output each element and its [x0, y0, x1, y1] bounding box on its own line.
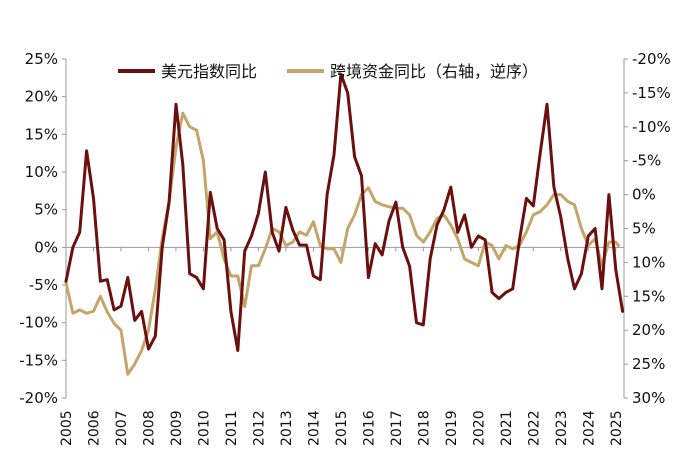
x-tick-label: 2019 — [444, 410, 460, 446]
x-tick-label: 2013 — [279, 410, 295, 446]
series-line-flows — [64, 111, 620, 376]
legend: 美元指数同比 跨境资金同比（右轴，逆序） — [118, 62, 538, 81]
left-tick-label: 15% — [25, 125, 58, 143]
x-tick-label: 2023 — [554, 410, 570, 446]
right-tick-label: 5% — [632, 220, 656, 238]
x-tick-label: 2009 — [169, 410, 185, 446]
left-tick-label: -5% — [29, 276, 58, 294]
left-tick-label: 0% — [34, 238, 58, 256]
right-tick-label: -15% — [632, 84, 671, 102]
x-tick-label: 2020 — [471, 410, 487, 446]
x-tick-label: 2022 — [526, 410, 542, 446]
x-tick-label: 2012 — [251, 410, 267, 446]
left-tick-label: 10% — [25, 163, 58, 181]
right-tick-label: 15% — [632, 287, 665, 305]
x-tick-label: 2025 — [609, 410, 625, 446]
right-tick-label: 10% — [632, 253, 665, 271]
x-tick-label: 2010 — [196, 410, 212, 446]
left-tick-label: -20% — [19, 389, 58, 407]
x-axis-ticks: 2005 2006 2007 2008 2009 2010 2011 2012 2013 2014… — [59, 247, 625, 446]
left-tick-label: 5% — [34, 201, 58, 219]
x-tick-label: 2021 — [499, 410, 515, 446]
x-tick-label: 2015 — [334, 410, 350, 446]
x-tick-label: 2016 — [361, 410, 377, 446]
right-tick-label: 30% — [632, 389, 665, 407]
left-tick-label: 20% — [25, 88, 58, 106]
x-tick-label: 2017 — [389, 410, 405, 446]
x-tick-label: 2007 — [114, 410, 130, 446]
left-tick-label: -15% — [19, 351, 58, 369]
left-tick-label: 25% — [25, 50, 58, 68]
x-tick-label: 2008 — [141, 410, 157, 446]
legend-label-flows: 跨境资金同比（右轴，逆序） — [330, 62, 538, 81]
x-tick-label: 2005 — [59, 410, 75, 446]
right-tick-label: -20% — [632, 50, 671, 68]
right-tick-label: 25% — [632, 355, 665, 373]
legend-label-usd: 美元指数同比 — [161, 62, 257, 81]
x-tick-label: 2011 — [224, 410, 240, 446]
x-tick-label: 2014 — [306, 410, 322, 446]
right-tick-label: 20% — [632, 321, 665, 339]
left-axis-ticks: 25% 20% 15% 10% 5% 0% -5% -10% -15% -20% — [19, 50, 66, 407]
right-tick-label: -5% — [632, 152, 661, 170]
left-tick-label: -10% — [19, 314, 58, 332]
x-tick-label: 2006 — [86, 410, 102, 446]
x-tick-label: 2018 — [416, 410, 432, 446]
series-lines — [64, 72, 625, 376]
x-tick-label: 2024 — [581, 410, 597, 446]
right-tick-label: -10% — [632, 118, 671, 136]
right-tick-label: 0% — [632, 186, 656, 204]
right-axis-ticks: -20% -15% -10% -5% 0% 5% 10% 15% 20% 25% 30% — [624, 50, 671, 407]
series-line-usd — [64, 72, 625, 352]
